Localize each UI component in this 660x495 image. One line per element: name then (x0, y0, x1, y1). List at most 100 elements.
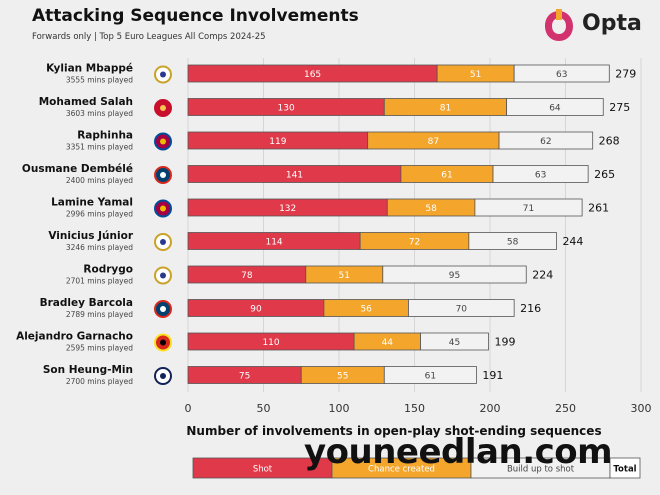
player-name: Mohamed Salah (39, 96, 133, 108)
bar-value-label: 45 (449, 338, 460, 348)
bar-value-label: 55 (337, 372, 348, 382)
bar-build-up-to-shot (468, 232, 557, 250)
barcelona-crest-icon (154, 199, 172, 218)
player-minutes: 2701 mins played (66, 277, 133, 286)
player-name: Rodrygo (83, 264, 133, 276)
total-label: 261 (588, 202, 609, 215)
bar-value-label: 71 (523, 204, 534, 214)
bar-value-label: 51 (339, 271, 350, 281)
man-united-crest-icon (154, 333, 172, 352)
chart-title: Attacking Sequence Involvements (32, 6, 359, 26)
player-minutes: 2789 mins played (66, 310, 133, 319)
bar-build-up-to-shot (420, 332, 489, 351)
real-madrid-crest-icon (154, 65, 172, 84)
liverpool-crest-icon (154, 99, 172, 117)
player-name: Son Heung-Min (43, 364, 133, 376)
bar-value-label: 87 (428, 137, 439, 147)
total-label: 224 (532, 269, 553, 282)
real-madrid-crest-icon (154, 266, 172, 285)
total-label: 275 (609, 101, 630, 114)
bar-value-label: 70 (456, 305, 468, 315)
x-tick-label: 50 (257, 402, 271, 415)
bar-build-up-to-shot (498, 131, 594, 150)
x-tick-label: 300 (631, 402, 652, 415)
x-axis-label: Number of involvements in open-play shot… (186, 424, 601, 438)
player-minutes: 2700 mins played (66, 377, 133, 386)
tottenham-crest-icon (154, 367, 172, 385)
x-tick-label: 250 (555, 402, 576, 415)
player-name: Vinicius Júnior (48, 230, 133, 242)
bar-value-label: 64 (549, 104, 561, 114)
bar-build-up-to-shot (513, 64, 610, 83)
player-name: Lamine Yamal (51, 197, 133, 209)
bar-value-label: 165 (304, 70, 321, 80)
bar-value-label: 75 (239, 372, 250, 382)
bar-value-label: 110 (262, 338, 279, 348)
psg-crest-icon (154, 300, 172, 318)
bar-value-label: 63 (556, 70, 567, 80)
player-name: Raphinha (77, 130, 133, 142)
bar-value-label: 61 (441, 171, 452, 181)
watermark-text: youneedlan.com (304, 432, 613, 472)
total-label: 191 (482, 369, 503, 382)
bar-value-label: 72 (409, 238, 420, 248)
total-label: 268 (599, 135, 620, 148)
legend-label: Total (613, 465, 636, 475)
bar-value-label: 58 (507, 238, 519, 248)
barcelona-crest-icon (154, 132, 172, 151)
player-name: Bradley Barcola (40, 297, 133, 309)
player-minutes: 2400 mins played (66, 176, 133, 185)
bar-build-up-to-shot (383, 366, 477, 384)
player-minutes: 2996 mins played (66, 210, 133, 219)
bar-build-up-to-shot (506, 98, 604, 116)
bar-value-label: 130 (278, 104, 295, 114)
bar-value-label: 78 (241, 271, 253, 281)
player-minutes: 2595 mins played (66, 344, 133, 353)
bar-build-up-to-shot (474, 198, 583, 217)
bar-value-label: 132 (279, 204, 296, 214)
bar-value-label: 81 (440, 104, 451, 114)
x-tick-label: 150 (404, 402, 425, 415)
opta-logo-icon (545, 9, 573, 41)
legend-label: Chance created (368, 465, 435, 475)
bar-value-label: 141 (286, 171, 303, 181)
player-minutes: 3603 mins played (66, 109, 133, 118)
bar-build-up-to-shot (492, 165, 589, 183)
legend-label: Shot (253, 465, 273, 475)
psg-crest-icon (154, 166, 172, 184)
bar-value-label: 44 (382, 338, 394, 348)
total-label: 199 (494, 336, 515, 349)
legend-swatch-total (609, 457, 641, 479)
player-minutes: 3555 mins played (66, 76, 133, 85)
x-tick-label: 100 (329, 402, 350, 415)
player-name: Ousmane Dembélé (22, 163, 133, 175)
bar-value-label: 61 (425, 372, 436, 382)
bar-value-label: 95 (449, 271, 460, 281)
player-name: Kylian Mbappé (46, 63, 133, 75)
bar-value-label: 58 (425, 204, 437, 214)
bar-build-up-to-shot (408, 299, 515, 317)
total-label: 244 (562, 235, 583, 248)
opta-logo: Opta (542, 9, 642, 43)
legend-label: Build up to shot (507, 465, 575, 475)
bar-value-label: 62 (540, 137, 551, 147)
bar-value-label: 63 (535, 171, 546, 181)
player-minutes: 3246 mins played (66, 243, 133, 252)
real-madrid-crest-icon (154, 233, 172, 251)
total-label: 265 (594, 168, 615, 181)
bar-value-label: 51 (470, 70, 481, 80)
player-minutes: 3351 mins played (66, 143, 133, 152)
chart-subtitle: Forwards only | Top 5 Euro Leagues All C… (32, 32, 266, 42)
total-label: 279 (615, 68, 636, 81)
total-label: 216 (520, 302, 541, 315)
player-name: Alejandro Garnacho (16, 331, 133, 343)
bar-value-label: 114 (265, 238, 282, 248)
x-tick-label: 0 (185, 402, 192, 415)
bar-value-label: 119 (269, 137, 286, 147)
bar-build-up-to-shot (382, 265, 527, 284)
bar-value-label: 56 (360, 305, 372, 315)
opta-wordmark: Opta (582, 11, 642, 36)
x-tick-label: 200 (480, 402, 501, 415)
bar-value-label: 90 (250, 305, 262, 315)
